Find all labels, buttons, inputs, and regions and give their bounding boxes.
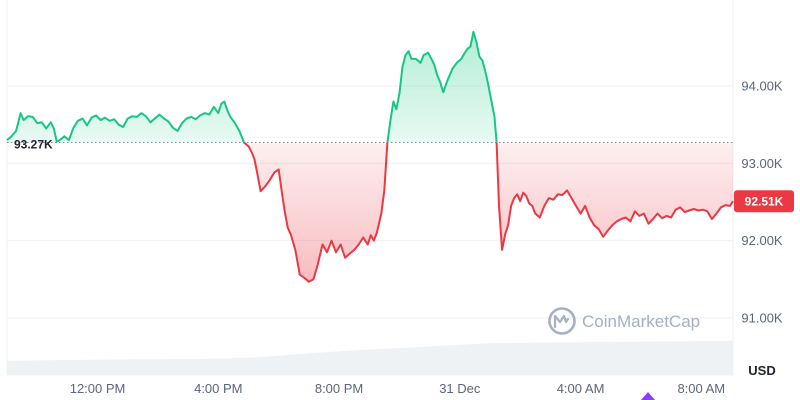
y-tick-label: 94.00K <box>741 79 783 94</box>
y-tick-label: 92.00K <box>741 233 783 248</box>
currency-unit-label: USD <box>748 363 775 378</box>
x-tick-label: 12:00 PM <box>70 381 126 396</box>
x-axis-ticks: 12:00 PM 4:00 PM 8:00 PM 31 Dec 4:00 AM 8:00 … <box>70 381 725 396</box>
x-tick-label: 4:00 AM <box>557 381 605 396</box>
baseline-layer: 93.27K <box>7 137 733 151</box>
price-tag-box <box>734 190 794 213</box>
y-axis-ticks: 94.00K 93.00K 92.00K 91.00K <box>741 79 783 326</box>
x-tick-label: 8:00 PM <box>315 381 363 396</box>
price-fill-below-baseline <box>7 142 733 282</box>
coinmarketcap-logo-icon <box>548 307 576 335</box>
volume-area <box>7 340 733 375</box>
volume-area-layer <box>7 340 733 375</box>
y-tick-label: 93.00K <box>741 156 783 171</box>
corner-badge-icon <box>641 392 655 400</box>
x-tick-label: 4:00 PM <box>194 381 242 396</box>
price-line-down <box>56 142 734 283</box>
price-tag: 92.51K <box>734 190 794 213</box>
watermark: CoinMarketCap <box>548 307 700 335</box>
price-fill-layer <box>7 31 733 282</box>
y-tick-label: 91.00K <box>741 311 783 326</box>
watermark-text: CoinMarketCap <box>582 312 700 331</box>
x-tick-label: 8:00 AM <box>677 381 725 396</box>
baseline-label: 93.27K <box>14 137 53 151</box>
price-fill-above-baseline <box>7 31 497 143</box>
current-price-label: 92.51K <box>745 195 784 209</box>
price-line-up <box>6 30 498 143</box>
x-tick-label: 31 Dec <box>439 381 481 396</box>
price-line-layer <box>6 30 734 283</box>
